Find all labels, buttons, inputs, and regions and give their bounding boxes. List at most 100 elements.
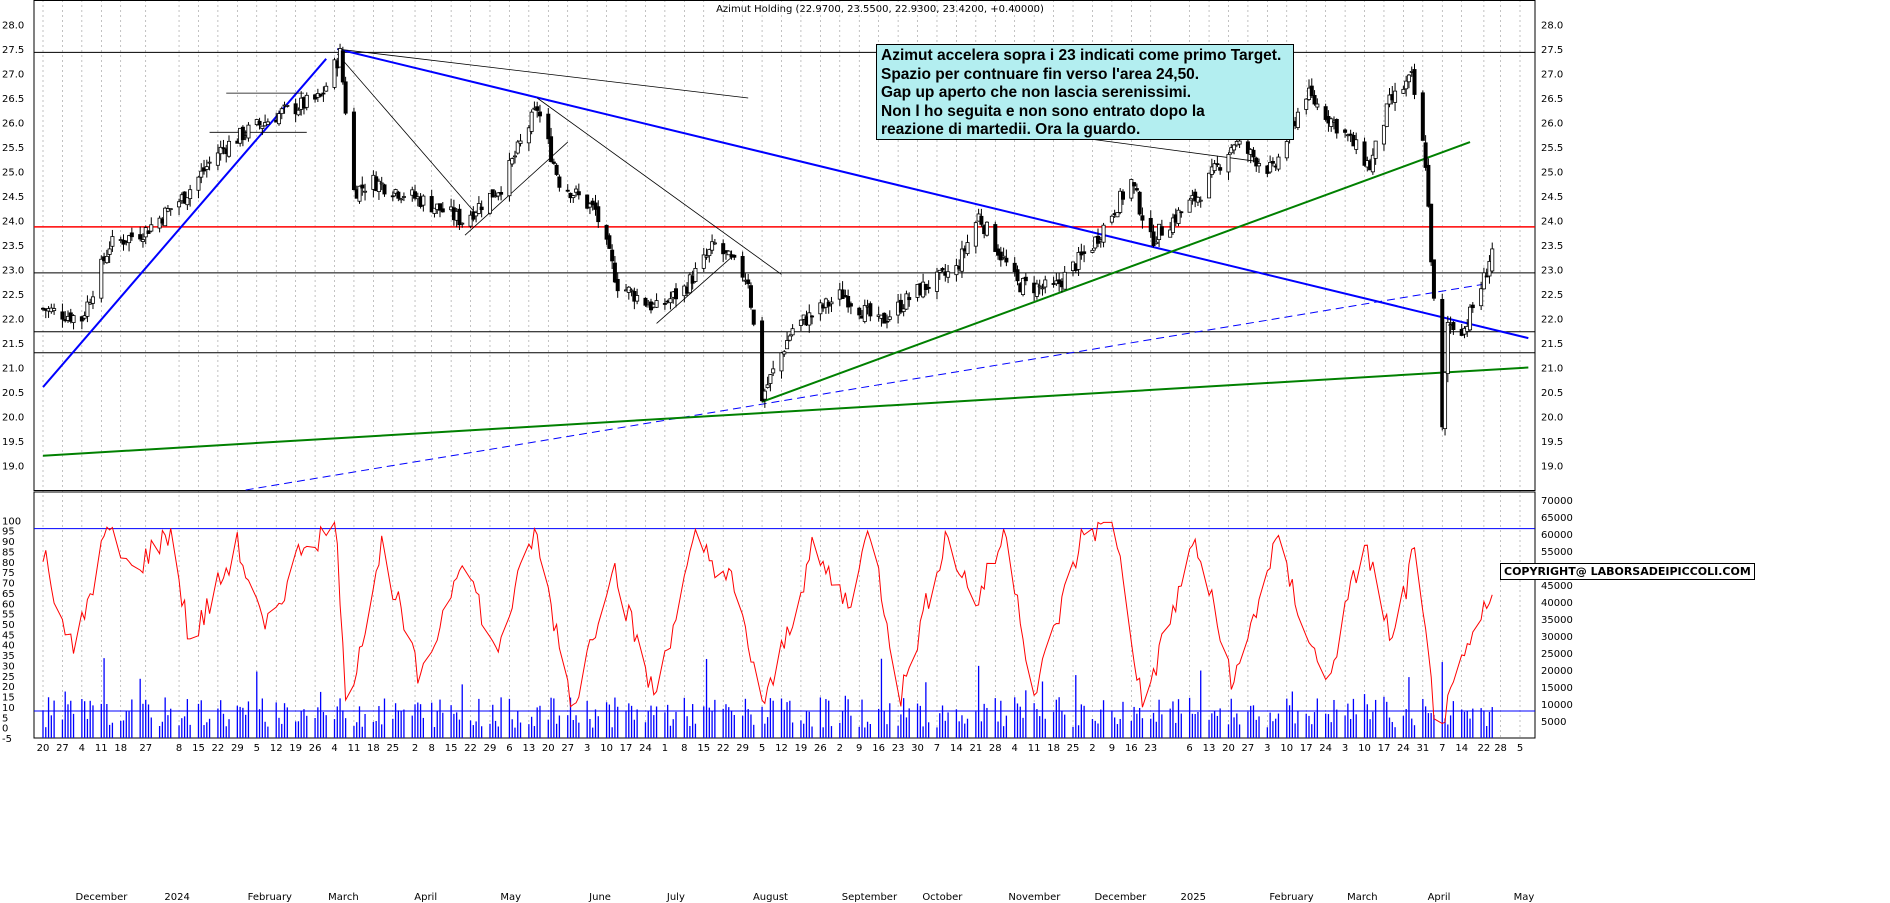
day-tick-label: 10 bbox=[600, 743, 613, 754]
month-label: December bbox=[1094, 892, 1147, 903]
price-tick-label-right: 25.0 bbox=[1541, 168, 1563, 179]
oscillator-tick-label: 75 bbox=[2, 568, 15, 579]
price-tick-label-right: 24.0 bbox=[1541, 217, 1563, 228]
trendline bbox=[536, 97, 782, 275]
day-tick-label: 27 bbox=[56, 743, 69, 754]
candle-body bbox=[1037, 285, 1042, 288]
price-tick-label-left: 24.0 bbox=[2, 217, 24, 228]
candle-body bbox=[643, 297, 648, 306]
candle-body bbox=[1193, 191, 1198, 202]
day-tick-label: 10 bbox=[1358, 743, 1371, 754]
candle-body bbox=[798, 319, 803, 326]
candle-body bbox=[771, 368, 776, 374]
candle-body bbox=[421, 195, 426, 206]
candle-body bbox=[1118, 190, 1123, 213]
day-tick-label: 2 bbox=[412, 743, 418, 754]
candle-body bbox=[304, 94, 309, 108]
day-tick-label: 31 bbox=[1416, 743, 1429, 754]
trendline bbox=[337, 48, 1529, 340]
day-tick-label: 12 bbox=[775, 743, 788, 754]
candle-body bbox=[746, 279, 751, 285]
candle-body bbox=[1481, 272, 1486, 290]
day-tick-label: 2 bbox=[837, 743, 843, 754]
candle-body bbox=[1245, 141, 1250, 154]
day-tick-label: 3 bbox=[1264, 743, 1270, 754]
candle-body bbox=[1137, 191, 1142, 215]
candle-body bbox=[90, 296, 95, 304]
candle-body bbox=[790, 328, 795, 336]
oscillator-tick-label: 20 bbox=[2, 682, 15, 693]
candle-body bbox=[596, 206, 601, 223]
candle-body bbox=[1362, 141, 1367, 166]
day-tick-label: 20 bbox=[1222, 743, 1235, 754]
month-label: February bbox=[1269, 892, 1313, 903]
candle-body bbox=[185, 197, 190, 206]
candle-body bbox=[1226, 154, 1231, 173]
oscillator-tick-label: 55 bbox=[2, 610, 15, 621]
candle-body bbox=[490, 189, 495, 198]
annotation-line: Azimut accelera sopra i 23 indicati come… bbox=[881, 47, 1282, 64]
candle-body bbox=[704, 255, 709, 258]
candle-body bbox=[984, 221, 989, 236]
candle-body bbox=[396, 191, 401, 199]
candle-body bbox=[674, 288, 679, 300]
candle-body bbox=[1212, 163, 1217, 172]
day-tick-label: 20 bbox=[37, 743, 50, 754]
volume-tick-label: 60000 bbox=[1541, 530, 1573, 541]
candle-body bbox=[571, 195, 576, 199]
candle-body bbox=[1187, 199, 1192, 213]
candle-body bbox=[604, 224, 609, 240]
price-tick-label-right: 28.0 bbox=[1541, 21, 1563, 32]
oscillator-tick-label: 80 bbox=[2, 558, 15, 569]
price-tick-label-left: 21.5 bbox=[2, 339, 24, 350]
candle-body bbox=[537, 111, 542, 117]
price-tick-label-left: 27.5 bbox=[2, 45, 24, 56]
candle-body bbox=[1159, 226, 1164, 236]
candle-body bbox=[343, 81, 348, 114]
month-label: February bbox=[248, 892, 292, 903]
candle-body bbox=[246, 124, 251, 139]
candle-body bbox=[965, 242, 970, 255]
candle-body bbox=[1012, 262, 1017, 273]
candle-body bbox=[82, 315, 87, 319]
day-tick-label: 5 bbox=[1517, 743, 1523, 754]
candle-body bbox=[177, 201, 182, 208]
candle-body bbox=[1295, 111, 1300, 128]
day-tick-label: 7 bbox=[934, 743, 940, 754]
candle-body bbox=[221, 147, 226, 150]
day-tick-label: 15 bbox=[192, 743, 205, 754]
candle-body bbox=[1401, 88, 1406, 94]
candle-body bbox=[340, 50, 345, 83]
oscillator-tick-label: 15 bbox=[2, 693, 15, 704]
price-tick-label-right: 27.0 bbox=[1541, 70, 1563, 81]
candle-body bbox=[1479, 288, 1484, 307]
candle-body bbox=[959, 248, 964, 272]
candle-body bbox=[868, 303, 873, 317]
candle-body bbox=[1484, 275, 1489, 278]
day-tick-label: 19 bbox=[795, 743, 808, 754]
candle-body bbox=[979, 215, 984, 225]
day-tick-label: 18 bbox=[367, 743, 380, 754]
candle-body bbox=[687, 274, 692, 294]
candle-body bbox=[654, 300, 659, 308]
candle-body bbox=[565, 189, 570, 192]
volume-bars bbox=[42, 658, 1493, 738]
candle-body bbox=[1134, 188, 1139, 191]
candle-body bbox=[296, 109, 301, 116]
candle-body bbox=[710, 241, 715, 251]
candle-body bbox=[701, 254, 706, 269]
candle-body bbox=[585, 194, 590, 209]
candle-body bbox=[574, 188, 579, 193]
candle-body bbox=[1218, 167, 1223, 171]
candle-body bbox=[1334, 118, 1339, 134]
day-tick-label: 21 bbox=[969, 743, 982, 754]
horizontal-levels bbox=[34, 51, 1535, 712]
trendline bbox=[42, 366, 1529, 457]
candle-body bbox=[1062, 271, 1067, 290]
candle-body bbox=[898, 299, 903, 313]
oscillator-tick-label: 100 bbox=[2, 516, 21, 527]
candle-body bbox=[401, 196, 406, 198]
day-tick-label: 26 bbox=[814, 743, 827, 754]
day-tick-label: 26 bbox=[309, 743, 322, 754]
day-tick-label: 14 bbox=[1455, 743, 1468, 754]
